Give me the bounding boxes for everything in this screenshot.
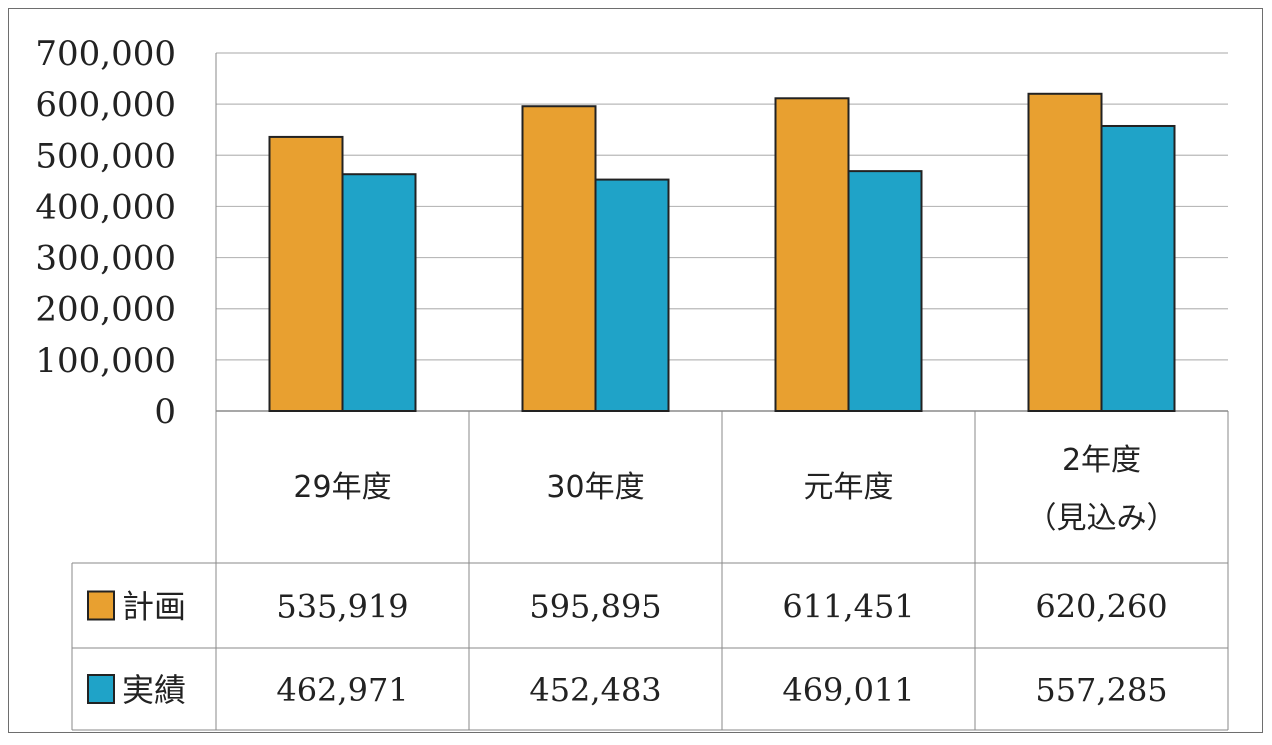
bar-plan: [1027, 92, 1103, 412]
category-label: 2年度（見込み）: [1027, 443, 1177, 536]
y-tick-label: 300,000: [35, 239, 176, 279]
data-label: 557,285: [1035, 671, 1167, 709]
y-tick-label: 700,000: [35, 34, 176, 74]
category-label: 29年度: [293, 470, 391, 505]
bar-actual: [1100, 124, 1176, 412]
legend-key-plan: [87, 590, 115, 621]
category-label: 30年度: [546, 470, 644, 505]
data-label: 469,011: [782, 671, 914, 709]
data-label: 462,971: [276, 671, 408, 709]
bar-plan: [774, 97, 850, 412]
bar-actual: [341, 173, 417, 412]
y-tick-label: 200,000: [35, 290, 176, 330]
legend-key-actual: [87, 674, 115, 704]
data-label: 620,260: [1035, 588, 1167, 626]
bar-plan: [268, 135, 344, 412]
bar-actual: [594, 178, 670, 412]
series-name: 計画: [122, 588, 186, 626]
y-tick-label: 0: [154, 392, 176, 432]
data-label: 611,451: [782, 588, 914, 626]
series-name: 実績: [122, 671, 186, 709]
y-tick-label: 500,000: [35, 136, 176, 176]
data-label: 452,483: [529, 671, 661, 709]
category-label: 元年度: [804, 470, 894, 505]
y-tick-label: 400,000: [35, 187, 176, 227]
data-label: 535,919: [276, 588, 408, 626]
y-tick-label: 600,000: [35, 85, 176, 125]
bar-actual: [847, 170, 923, 412]
bar-plan: [521, 105, 597, 412]
y-tick-label: 100,000: [35, 341, 176, 381]
data-label: 595,895: [529, 588, 661, 626]
